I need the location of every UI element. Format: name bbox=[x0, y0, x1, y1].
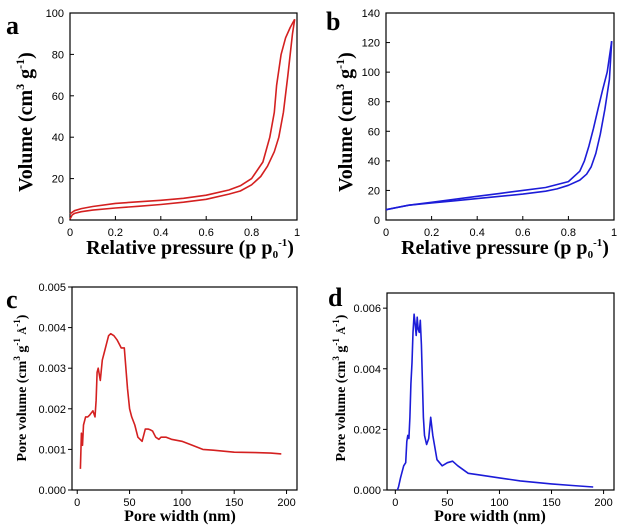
panel-b-frame bbox=[385, 12, 615, 221]
panel-c-ytick-label: 0.005 bbox=[38, 282, 66, 294]
panel-a-xlabel: Relative pressure (p p0-1) bbox=[86, 237, 294, 261]
panel-c-xtick-label: 150 bbox=[225, 497, 243, 509]
panel-c-ytick-label: 0.001 bbox=[38, 444, 66, 456]
panel-d-series-line bbox=[396, 313, 594, 491]
panel-d-ytick-label: 0.004 bbox=[353, 364, 381, 376]
panel-d-frame bbox=[386, 292, 615, 491]
panel-c-xtick-label: 100 bbox=[173, 497, 191, 509]
panel-b-ytick-label: 120 bbox=[362, 38, 380, 50]
panel-c-plot: 0 50 100 150 200 0.000 0.001 0.002 0.003 0.004 0.0… bbox=[38, 282, 298, 509]
panel-b-ytick-label: 100 bbox=[362, 67, 380, 79]
panel-d-ytick-label: 0.000 bbox=[353, 485, 381, 497]
panel-c-xtick-label: 200 bbox=[277, 497, 295, 509]
panel-a-ytick-label: 0 bbox=[58, 215, 64, 227]
panel-b-xtick-label: 0.2 bbox=[424, 227, 439, 239]
panel-c-ylabel: Pore volume (cm3 g-1 Å-1) bbox=[12, 314, 30, 461]
panel-c-ytick-label: 0.004 bbox=[38, 323, 66, 335]
panel-c-label: c bbox=[6, 285, 18, 314]
panel-a-series-line bbox=[69, 18, 296, 215]
panel-b-series-line bbox=[385, 41, 613, 211]
panel-c-series-line bbox=[79, 332, 282, 469]
panel-d-label: d bbox=[328, 283, 343, 312]
panel-b-ytick-label: 60 bbox=[368, 126, 380, 138]
panel-b-xlabel: Relative pressure (p p0-1) bbox=[401, 237, 609, 261]
panel-d-ylabel: Pore volume (cm3 g-1 Å-1) bbox=[331, 314, 349, 461]
panel-c-xtick-label: 0 bbox=[74, 497, 80, 509]
panel-a-frame bbox=[69, 12, 298, 221]
svg-text:Volume (cm3 g-1): Volume (cm3 g-1) bbox=[13, 52, 37, 192]
panel-b-plot: 0 0.2 0.4 0.6 0.8 1 0 20 40 60 80 100 120 140 bbox=[362, 8, 617, 239]
panel-c-ytick-label: 0.003 bbox=[38, 363, 66, 375]
panel-b-ytick-label: 80 bbox=[368, 97, 380, 109]
panel-b-ytick-label: 0 bbox=[374, 215, 380, 227]
panel-a-ylabel: Volume (cm3 g-1) bbox=[13, 52, 37, 192]
panel-c-frame bbox=[71, 286, 298, 491]
panel-d-ytick-label: 0.006 bbox=[353, 303, 381, 315]
panel-d-ytick-label: 0.002 bbox=[353, 424, 381, 436]
panel-b-ytick-label: 140 bbox=[362, 8, 380, 20]
panel-b-xtick-label: 0.8 bbox=[561, 227, 576, 239]
panel-a-series-line bbox=[69, 19, 296, 220]
panel-b-xtick-label: 0.4 bbox=[470, 227, 485, 239]
panel-a-xtick-label: 0.6 bbox=[199, 227, 214, 239]
panel-d-plot: 0 50 100 150 200 0.000 0.002 0.004 0.006 bbox=[353, 292, 615, 509]
panel-b-series-line bbox=[385, 40, 613, 211]
panel-d-xlabel: Pore width (nm) bbox=[434, 508, 546, 525]
panel-a-ytick-label: 60 bbox=[52, 91, 64, 103]
panel-c-ytick-label: 0.000 bbox=[38, 485, 66, 497]
panel-b-xtick-label: 0 bbox=[383, 227, 389, 239]
panel-d-xtick-label: 200 bbox=[594, 497, 612, 509]
panel-a-ytick-label: 20 bbox=[52, 174, 64, 186]
panel-a-ytick-label: 100 bbox=[46, 8, 64, 20]
panel-c-xtick-label: 50 bbox=[123, 497, 135, 509]
panel-b-ylabel: Volume (cm3 g-1) bbox=[333, 52, 357, 192]
panel-d-xtick-label: 0 bbox=[392, 497, 398, 509]
panel-a-xtick-label: 0 bbox=[67, 227, 73, 239]
panel-a-xtick-label: 0.2 bbox=[108, 227, 123, 239]
panel-a-xtick-label: 0.4 bbox=[153, 227, 168, 239]
panel-b-ytick-label: 20 bbox=[368, 185, 380, 197]
panel-b-xtick-label: 0.6 bbox=[515, 227, 530, 239]
panel-d-xtick-label: 100 bbox=[490, 497, 508, 509]
panel-d-xtick-label: 50 bbox=[441, 497, 453, 509]
panel-a-xtick-label: 0.8 bbox=[244, 227, 259, 239]
panel-d-xtick-label: 150 bbox=[542, 497, 560, 509]
panel-a-plot: 0 0.2 0.4 0.6 0.8 1 0 20 40 60 80 100 bbox=[46, 8, 300, 239]
panel-b-ytick-label: 40 bbox=[368, 156, 380, 168]
panel-a-ytick-label: 40 bbox=[52, 132, 64, 144]
svg-text:Pore volume (cm3 g-1 Å-1): Pore volume (cm3 g-1 Å-1) bbox=[331, 314, 349, 461]
panel-a-label: a bbox=[6, 11, 19, 40]
panel-a-ytick-label: 80 bbox=[52, 49, 64, 61]
panel-b-xtick-label: 1 bbox=[611, 227, 617, 239]
panel-c-ytick-label: 0.002 bbox=[38, 404, 66, 416]
panel-a-xtick-label: 1 bbox=[294, 227, 300, 239]
svg-text:Pore volume (cm3 g-1 Å-1): Pore volume (cm3 g-1 Å-1) bbox=[12, 314, 30, 461]
panel-b-label: b bbox=[326, 7, 340, 36]
panel-c-xlabel: Pore width (nm) bbox=[124, 508, 236, 525]
svg-text:Volume (cm3 g-1): Volume (cm3 g-1) bbox=[333, 52, 357, 192]
